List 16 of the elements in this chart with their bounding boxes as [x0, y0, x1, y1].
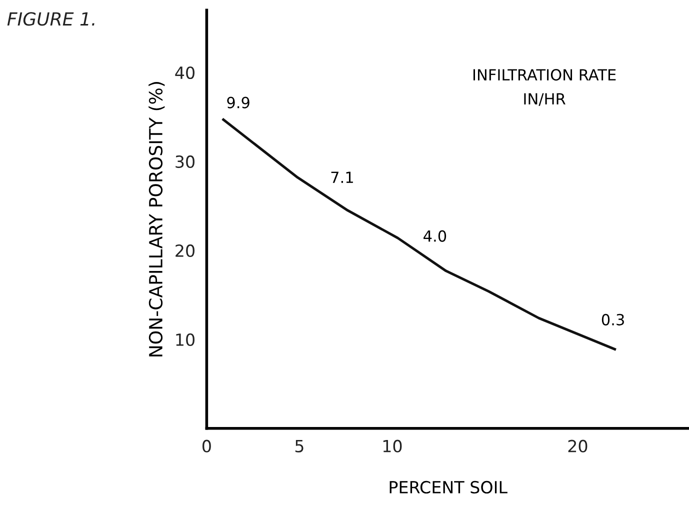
y-tick-label: 20: [176, 244, 194, 258]
text: FIGURE 1.: [7, 12, 94, 26]
annotation: 7.1: [331, 172, 353, 183]
annotation: 4.0: [424, 230, 446, 242]
annotation: INFILTRATION RATE IN/HR: [473, 69, 616, 106]
x-tick-label: 5: [295, 440, 304, 452]
x-axis-title: PERCENT SOIL: [390, 480, 508, 494]
x-tick-label: 10: [383, 440, 402, 452]
x-tick-label: 0: [202, 440, 211, 452]
y-tick-label: 30: [176, 155, 194, 168]
y-axis-title: NON-CAPILLARY POROSITY (%): [148, 82, 165, 356]
y-tick-label: 40: [175, 66, 194, 80]
annotation: 9.9: [227, 96, 250, 108]
y-tick-label: 10: [176, 333, 194, 346]
x-tick-label: 20: [568, 440, 588, 452]
annotation: 0.3: [602, 314, 624, 326]
